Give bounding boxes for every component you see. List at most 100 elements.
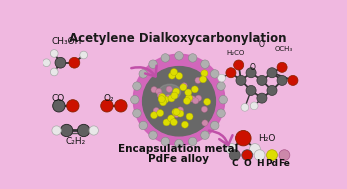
Circle shape — [250, 102, 258, 110]
Circle shape — [246, 68, 256, 78]
Circle shape — [133, 82, 141, 90]
Circle shape — [162, 96, 169, 103]
Circle shape — [226, 68, 236, 78]
Circle shape — [101, 100, 113, 112]
Circle shape — [266, 150, 277, 160]
Circle shape — [133, 109, 141, 118]
Circle shape — [200, 76, 206, 83]
Circle shape — [279, 150, 290, 160]
Circle shape — [157, 110, 164, 116]
Circle shape — [254, 150, 265, 160]
Circle shape — [202, 120, 208, 126]
Circle shape — [217, 82, 225, 90]
Circle shape — [157, 92, 163, 98]
Circle shape — [52, 126, 61, 135]
Circle shape — [191, 86, 198, 93]
Text: CO: CO — [51, 94, 65, 103]
Text: O: O — [250, 63, 255, 72]
Circle shape — [217, 109, 225, 118]
Circle shape — [170, 119, 177, 126]
Circle shape — [219, 95, 227, 104]
Circle shape — [69, 57, 80, 68]
Circle shape — [130, 95, 139, 104]
Circle shape — [277, 75, 287, 85]
Text: C: C — [231, 159, 238, 168]
Circle shape — [50, 68, 58, 76]
Circle shape — [249, 144, 260, 154]
Circle shape — [168, 95, 175, 102]
Circle shape — [80, 51, 87, 59]
Circle shape — [53, 100, 65, 112]
Circle shape — [242, 150, 253, 160]
Circle shape — [188, 54, 197, 62]
Circle shape — [50, 50, 58, 57]
Circle shape — [277, 62, 287, 72]
Circle shape — [151, 87, 157, 93]
Circle shape — [151, 112, 158, 119]
Circle shape — [201, 106, 208, 112]
Circle shape — [173, 111, 179, 117]
Circle shape — [159, 94, 166, 101]
Circle shape — [163, 119, 170, 126]
Circle shape — [201, 60, 209, 68]
Text: Encapsulation metal: Encapsulation metal — [118, 144, 238, 154]
Circle shape — [241, 104, 249, 111]
Circle shape — [171, 92, 178, 99]
Circle shape — [267, 68, 277, 78]
Circle shape — [156, 88, 162, 94]
Circle shape — [177, 107, 184, 113]
Circle shape — [175, 139, 183, 148]
Circle shape — [189, 96, 196, 102]
Circle shape — [139, 70, 147, 78]
Circle shape — [161, 54, 170, 62]
Circle shape — [173, 108, 180, 115]
Circle shape — [257, 93, 267, 103]
Circle shape — [236, 75, 246, 85]
Circle shape — [184, 98, 191, 104]
Circle shape — [211, 70, 219, 78]
Circle shape — [139, 121, 147, 130]
Circle shape — [115, 100, 127, 112]
Text: CH₃OH: CH₃OH — [51, 36, 82, 46]
Text: PdFe alloy: PdFe alloy — [148, 154, 209, 164]
Circle shape — [181, 121, 188, 128]
Circle shape — [174, 111, 180, 117]
Circle shape — [218, 74, 226, 82]
FancyArrowPatch shape — [209, 131, 232, 145]
Circle shape — [161, 137, 170, 146]
Circle shape — [185, 94, 193, 101]
Text: O: O — [259, 40, 265, 49]
Circle shape — [288, 75, 298, 85]
Ellipse shape — [143, 67, 215, 136]
Circle shape — [257, 75, 267, 85]
Circle shape — [201, 70, 208, 77]
FancyArrowPatch shape — [131, 66, 156, 77]
Circle shape — [177, 110, 184, 117]
Circle shape — [267, 85, 277, 95]
Circle shape — [204, 98, 211, 105]
Circle shape — [160, 99, 167, 106]
Circle shape — [226, 144, 237, 154]
Circle shape — [173, 88, 180, 95]
Circle shape — [211, 121, 219, 130]
Text: Pd: Pd — [265, 159, 279, 168]
Circle shape — [149, 60, 157, 68]
Circle shape — [236, 130, 251, 146]
Circle shape — [234, 60, 244, 70]
Text: Acetylene Dialkoxycarbonylation: Acetylene Dialkoxycarbonylation — [69, 32, 287, 45]
Circle shape — [181, 83, 187, 89]
Circle shape — [185, 89, 192, 96]
Circle shape — [77, 124, 90, 137]
Ellipse shape — [159, 84, 180, 100]
Circle shape — [43, 59, 50, 67]
Circle shape — [186, 113, 193, 120]
Circle shape — [60, 124, 73, 137]
Circle shape — [180, 84, 187, 91]
Circle shape — [158, 96, 165, 103]
Circle shape — [193, 98, 198, 104]
Circle shape — [175, 52, 183, 60]
Text: O: O — [243, 159, 251, 168]
Circle shape — [149, 131, 157, 139]
Text: H: H — [256, 159, 263, 168]
Circle shape — [55, 57, 66, 68]
